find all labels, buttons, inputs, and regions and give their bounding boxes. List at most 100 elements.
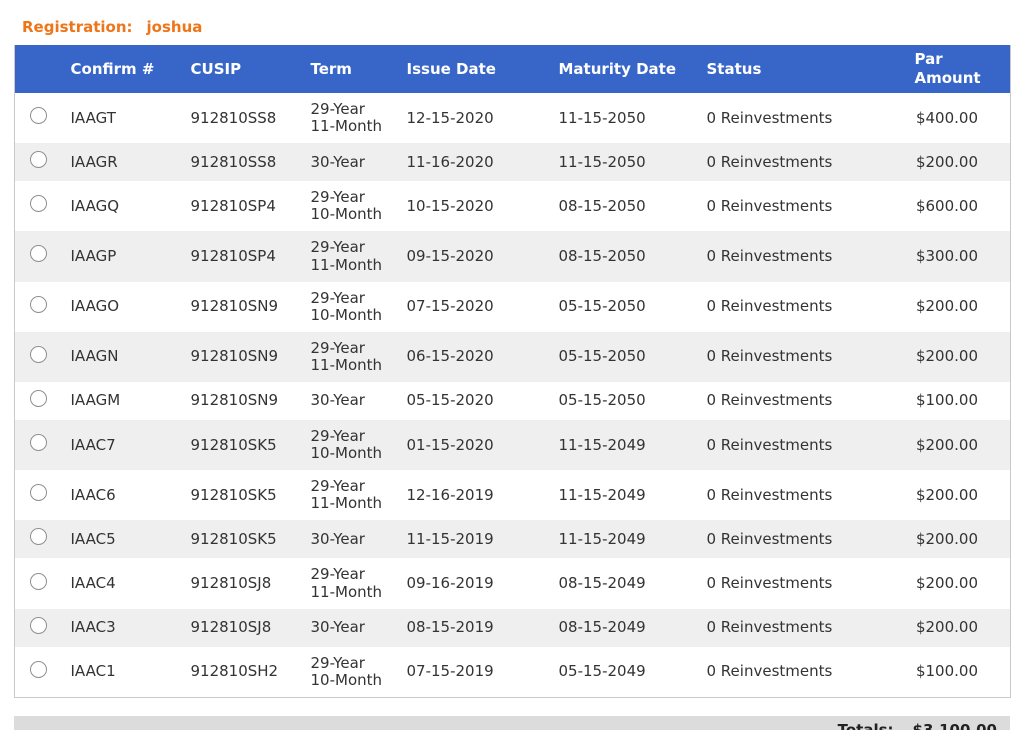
cell-cusip: 912810SK5 xyxy=(190,485,277,504)
cell-cusip: 912810SN9 xyxy=(190,297,279,316)
cell-par-amount: $200.00 xyxy=(915,485,978,504)
column-header-confirm: Confirm # xyxy=(62,45,183,93)
row-select-radio[interactable] xyxy=(30,345,48,363)
cell-term: 29-Year 11-Month xyxy=(310,100,383,136)
cell-maturity-date: 11-15-2049 xyxy=(558,435,646,454)
cell-cusip: 912810SJ8 xyxy=(190,574,272,593)
row-select-radio[interactable] xyxy=(30,572,48,590)
column-header-maturity-date: Maturity Date xyxy=(550,45,699,93)
cell-confirm: IAAC1 xyxy=(70,662,116,681)
cell-status: 0 Reinvestments xyxy=(706,391,833,410)
cell-par-amount: $200.00 xyxy=(915,529,978,548)
table-row: IAAC7 912810SK5 29-Year 10-Month 01-15-2… xyxy=(14,420,1011,471)
table-body: IAAGT 912810SS8 29-Year 11-Month 12-15-2… xyxy=(14,93,1011,698)
cell-confirm: IAAC6 xyxy=(70,485,116,504)
row-select-radio[interactable] xyxy=(30,245,48,263)
row-select-radio[interactable] xyxy=(30,295,48,313)
cell-term: 30-Year xyxy=(310,152,365,171)
row-select-cell xyxy=(15,231,63,281)
cell-issue-date: 06-15-2020 xyxy=(406,347,494,366)
cell-term: 29-Year 10-Month xyxy=(310,288,383,324)
cell-term: 29-Year 11-Month xyxy=(310,238,383,274)
row-select-radio[interactable] xyxy=(30,616,48,634)
cell-issue-date: 09-16-2019 xyxy=(406,574,494,593)
cell-issue-date: 07-15-2020 xyxy=(406,297,494,316)
cell-confirm: IAAGP xyxy=(70,246,117,265)
row-select-radio[interactable] xyxy=(30,195,48,213)
row-select-cell xyxy=(15,181,63,231)
cell-term: 29-Year 10-Month xyxy=(310,427,383,463)
cell-term: 29-Year 10-Month xyxy=(310,188,383,224)
cell-par-amount: $200.00 xyxy=(915,618,978,637)
cell-maturity-date: 05-15-2050 xyxy=(558,391,646,410)
table-row: IAAGQ 912810SP4 29-Year 10-Month 10-15-2… xyxy=(14,181,1011,232)
cell-cusip: 912810SK5 xyxy=(190,435,277,454)
table-row: IAAGR 912810SS8 30-Year 11-16-2020 11-15… xyxy=(14,143,1011,182)
row-select-radio[interactable] xyxy=(30,434,48,452)
row-select-radio[interactable] xyxy=(30,389,48,407)
cell-cusip: 912810SK5 xyxy=(190,529,277,548)
cell-confirm: IAAC3 xyxy=(70,618,116,637)
column-header-term: Term xyxy=(302,45,399,93)
cell-confirm: IAAC4 xyxy=(70,574,116,593)
cell-issue-date: 11-16-2020 xyxy=(406,152,494,171)
row-select-radio[interactable] xyxy=(30,151,48,169)
cell-confirm: IAAGR xyxy=(70,152,118,171)
cell-par-amount: $200.00 xyxy=(915,347,978,366)
totals-amount: $3,100.00 xyxy=(912,720,997,730)
cell-maturity-date: 08-15-2049 xyxy=(558,574,646,593)
row-select-radio[interactable] xyxy=(30,484,48,502)
cell-maturity-date: 11-15-2050 xyxy=(558,108,646,127)
cell-par-amount: $100.00 xyxy=(915,662,978,681)
row-select-cell xyxy=(15,382,63,420)
cell-confirm: IAAGM xyxy=(70,391,121,410)
cell-status: 0 Reinvestments xyxy=(706,529,833,548)
cell-cusip: 912810SN9 xyxy=(190,347,279,366)
table-row: IAAGN 912810SN9 29-Year 11-Month 06-15-2… xyxy=(14,331,1011,382)
cell-issue-date: 11-15-2019 xyxy=(406,529,494,548)
cell-term: 29-Year 11-Month xyxy=(310,338,383,374)
column-header-par-amount: Par Amount xyxy=(898,45,1011,93)
cell-status: 0 Reinvestments xyxy=(706,246,833,265)
header-select-column xyxy=(14,45,63,93)
cell-issue-date: 08-15-2019 xyxy=(406,618,494,637)
table-row: IAAC1 912810SH2 29-Year 10-Month 07-15-2… xyxy=(14,646,1011,698)
cell-maturity-date: 05-15-2050 xyxy=(558,347,646,366)
cell-maturity-date: 05-15-2049 xyxy=(558,662,646,681)
table-row: IAAGT 912810SS8 29-Year 11-Month 12-15-2… xyxy=(14,93,1011,144)
cell-status: 0 Reinvestments xyxy=(706,662,833,681)
cell-par-amount: $200.00 xyxy=(915,574,978,593)
holdings-table: Confirm # CUSIP Term Issue Date Maturity… xyxy=(14,45,1011,698)
cell-status: 0 Reinvestments xyxy=(706,347,833,366)
table-row: IAAC5 912810SK5 30-Year 11-15-2019 11-15… xyxy=(14,520,1011,559)
registration-label: Registration: xyxy=(22,18,133,36)
cell-confirm: IAAGQ xyxy=(70,196,120,215)
row-select-radio[interactable] xyxy=(30,107,48,125)
cell-cusip: 912810SS8 xyxy=(190,152,277,171)
row-select-cell xyxy=(15,520,63,558)
cell-maturity-date: 11-15-2049 xyxy=(558,485,646,504)
column-header-issue-date: Issue Date xyxy=(398,45,551,93)
row-select-cell xyxy=(15,93,63,143)
cell-confirm: IAAGN xyxy=(70,347,119,366)
cell-confirm: IAAC7 xyxy=(70,435,116,454)
table-row: IAAC3 912810SJ8 30-Year 08-15-2019 08-15… xyxy=(14,608,1011,647)
table-row: IAAGP 912810SP4 29-Year 11-Month 09-15-2… xyxy=(14,231,1011,282)
table-header-row: Confirm # CUSIP Term Issue Date Maturity… xyxy=(14,45,1011,93)
cell-cusip: 912810SH2 xyxy=(190,662,279,681)
row-select-cell xyxy=(15,143,63,181)
cell-confirm: IAAGO xyxy=(70,297,120,316)
registration-value: joshua xyxy=(146,18,203,36)
cell-confirm: IAAC5 xyxy=(70,529,116,548)
cell-maturity-date: 11-15-2050 xyxy=(558,152,646,171)
cell-term: 29-Year 11-Month xyxy=(310,477,383,513)
row-select-radio[interactable] xyxy=(30,660,48,678)
cell-maturity-date: 08-15-2050 xyxy=(558,196,646,215)
row-select-radio[interactable] xyxy=(30,528,48,546)
cell-status: 0 Reinvestments xyxy=(706,618,833,637)
cell-status: 0 Reinvestments xyxy=(706,297,833,316)
totals-bar: Totals: $3,100.00 xyxy=(14,715,1010,730)
cell-confirm: IAAGT xyxy=(70,108,116,127)
row-select-cell xyxy=(15,282,63,332)
cell-status: 0 Reinvestments xyxy=(706,196,833,215)
